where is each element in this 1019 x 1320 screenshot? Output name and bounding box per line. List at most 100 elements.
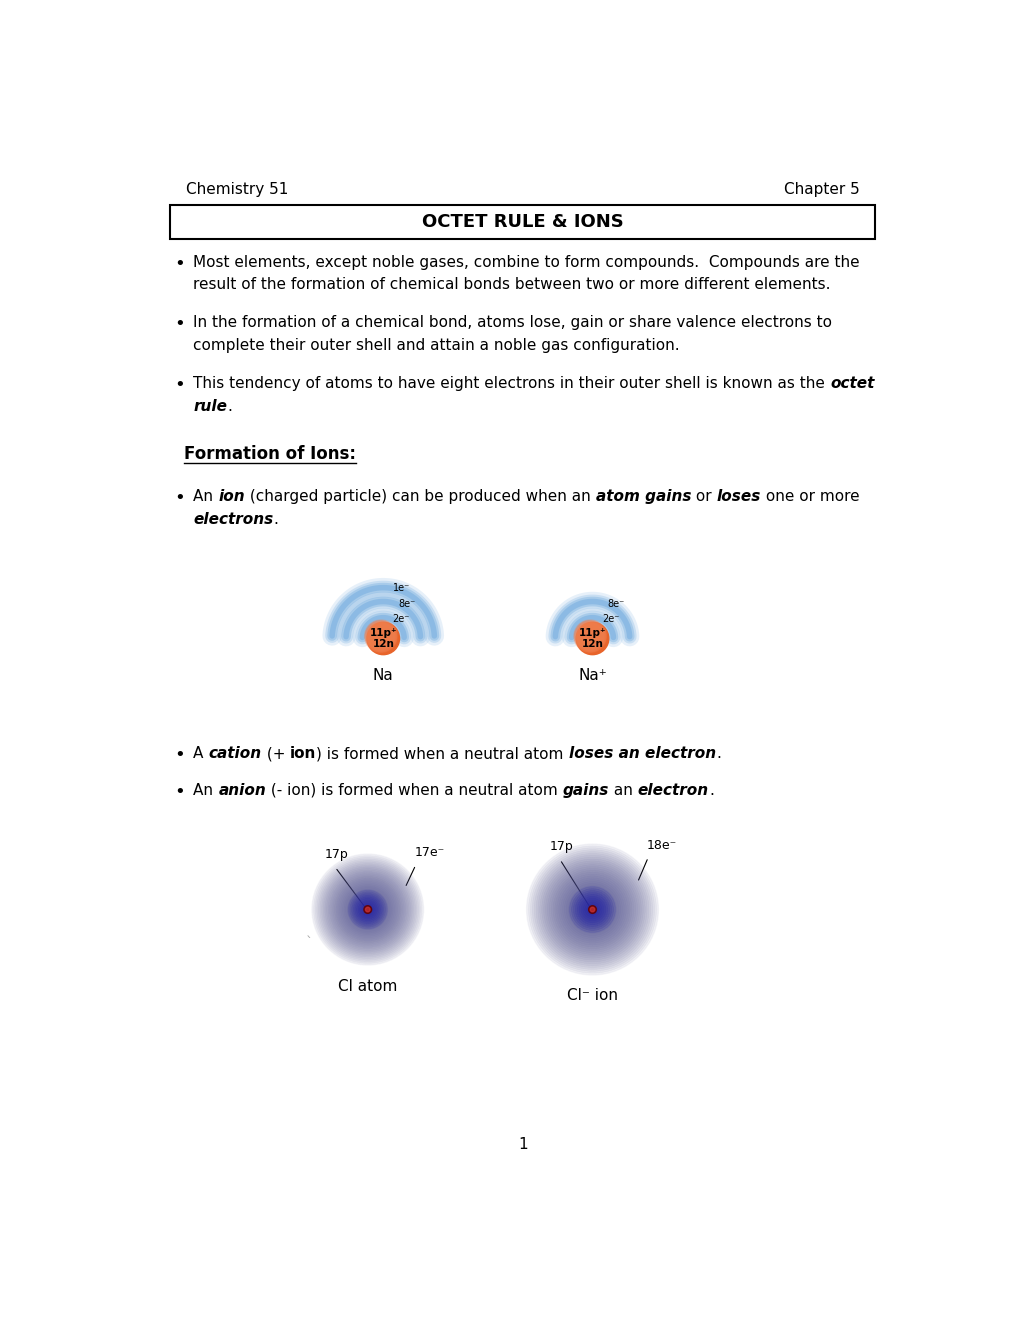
Text: complete their outer shell and attain a noble gas configuration.: complete their outer shell and attain a … bbox=[194, 338, 680, 354]
Circle shape bbox=[361, 903, 374, 916]
Text: cation: cation bbox=[209, 746, 262, 762]
Circle shape bbox=[355, 896, 380, 923]
Circle shape bbox=[345, 887, 389, 932]
Text: Cl⁻ ion: Cl⁻ ion bbox=[567, 989, 618, 1003]
Text: anion: anion bbox=[218, 783, 266, 797]
Circle shape bbox=[367, 622, 399, 655]
Circle shape bbox=[569, 887, 614, 932]
Circle shape bbox=[365, 620, 396, 652]
Circle shape bbox=[338, 880, 396, 939]
Circle shape bbox=[365, 620, 396, 652]
Text: 2e⁻: 2e⁻ bbox=[392, 614, 410, 624]
Circle shape bbox=[363, 904, 372, 915]
Circle shape bbox=[353, 895, 382, 924]
Circle shape bbox=[320, 862, 415, 957]
Circle shape bbox=[352, 894, 383, 925]
Circle shape bbox=[528, 846, 656, 973]
Text: 18e⁻: 18e⁻ bbox=[646, 838, 677, 851]
Text: A: A bbox=[194, 746, 209, 762]
Circle shape bbox=[360, 902, 375, 917]
Text: Most elements, except noble gases, combine to form compounds.  Compounds are the: Most elements, except noble gases, combi… bbox=[194, 255, 859, 269]
Text: 2e⁻: 2e⁻ bbox=[601, 614, 619, 624]
Circle shape bbox=[581, 898, 603, 921]
Circle shape bbox=[534, 851, 650, 968]
Circle shape bbox=[358, 900, 377, 919]
Circle shape bbox=[574, 620, 605, 652]
Text: .: . bbox=[273, 512, 278, 527]
Text: rule: rule bbox=[194, 399, 227, 414]
Circle shape bbox=[364, 907, 371, 912]
Circle shape bbox=[313, 855, 422, 964]
Circle shape bbox=[590, 908, 594, 911]
Circle shape bbox=[571, 888, 613, 931]
Circle shape bbox=[331, 873, 404, 946]
Circle shape bbox=[321, 863, 414, 956]
Circle shape bbox=[574, 620, 606, 652]
Text: OCTET RULE & IONS: OCTET RULE & IONS bbox=[422, 213, 623, 231]
Circle shape bbox=[576, 622, 608, 655]
Text: 11p⁺: 11p⁺ bbox=[369, 628, 396, 638]
Text: Na: Na bbox=[373, 668, 393, 682]
Text: .: . bbox=[708, 783, 713, 797]
Text: 17p: 17p bbox=[549, 841, 573, 853]
Circle shape bbox=[312, 854, 423, 965]
Circle shape bbox=[539, 857, 645, 962]
Text: ion: ion bbox=[289, 746, 316, 762]
Text: 12n: 12n bbox=[372, 639, 393, 649]
Circle shape bbox=[350, 892, 385, 927]
Text: electron: electron bbox=[637, 783, 708, 797]
Circle shape bbox=[346, 888, 388, 931]
Text: 12n: 12n bbox=[581, 639, 603, 649]
Circle shape bbox=[564, 882, 621, 937]
Circle shape bbox=[570, 887, 614, 932]
Circle shape bbox=[323, 865, 412, 954]
Circle shape bbox=[355, 896, 380, 923]
Text: `: ` bbox=[306, 936, 313, 950]
Circle shape bbox=[335, 878, 399, 941]
Text: gains: gains bbox=[562, 783, 608, 797]
Circle shape bbox=[324, 867, 411, 952]
Text: In the formation of a chemical bond, atoms lose, gain or share valence electrons: In the formation of a chemical bond, ato… bbox=[194, 315, 832, 330]
Bar bbox=[170, 205, 874, 239]
Circle shape bbox=[361, 903, 374, 916]
Circle shape bbox=[588, 906, 596, 913]
Circle shape bbox=[366, 622, 395, 651]
Text: (+: (+ bbox=[262, 746, 289, 762]
Circle shape bbox=[573, 891, 610, 928]
Text: This tendency of atoms to have eight electrons in their outer shell is known as : This tendency of atoms to have eight ele… bbox=[194, 376, 829, 391]
Text: 11p⁺: 11p⁺ bbox=[578, 628, 605, 638]
Circle shape bbox=[586, 904, 598, 915]
Circle shape bbox=[532, 850, 652, 969]
Text: 17p: 17p bbox=[325, 847, 348, 861]
Circle shape bbox=[358, 900, 377, 919]
Circle shape bbox=[581, 899, 603, 921]
Circle shape bbox=[590, 908, 594, 911]
Text: .: . bbox=[227, 399, 232, 414]
Circle shape bbox=[360, 902, 376, 917]
Text: ion: ion bbox=[218, 490, 245, 504]
Circle shape bbox=[575, 622, 604, 651]
Circle shape bbox=[329, 871, 406, 948]
Circle shape bbox=[552, 870, 632, 949]
Text: Cl atom: Cl atom bbox=[337, 979, 397, 994]
Text: Chapter 5: Chapter 5 bbox=[784, 182, 859, 197]
Circle shape bbox=[560, 878, 624, 941]
Circle shape bbox=[364, 907, 371, 912]
Circle shape bbox=[566, 883, 619, 936]
Circle shape bbox=[348, 891, 386, 928]
Circle shape bbox=[366, 908, 369, 911]
Circle shape bbox=[526, 843, 657, 975]
Circle shape bbox=[584, 902, 599, 917]
Circle shape bbox=[536, 854, 648, 966]
Text: •: • bbox=[174, 315, 184, 334]
Text: An: An bbox=[194, 490, 218, 504]
Circle shape bbox=[577, 895, 607, 924]
Circle shape bbox=[577, 623, 603, 649]
Circle shape bbox=[332, 875, 403, 944]
Circle shape bbox=[537, 855, 646, 964]
Circle shape bbox=[350, 892, 385, 928]
Circle shape bbox=[547, 865, 637, 954]
Text: .: . bbox=[715, 746, 720, 762]
Circle shape bbox=[588, 906, 596, 913]
Text: atom gains: atom gains bbox=[595, 490, 690, 504]
